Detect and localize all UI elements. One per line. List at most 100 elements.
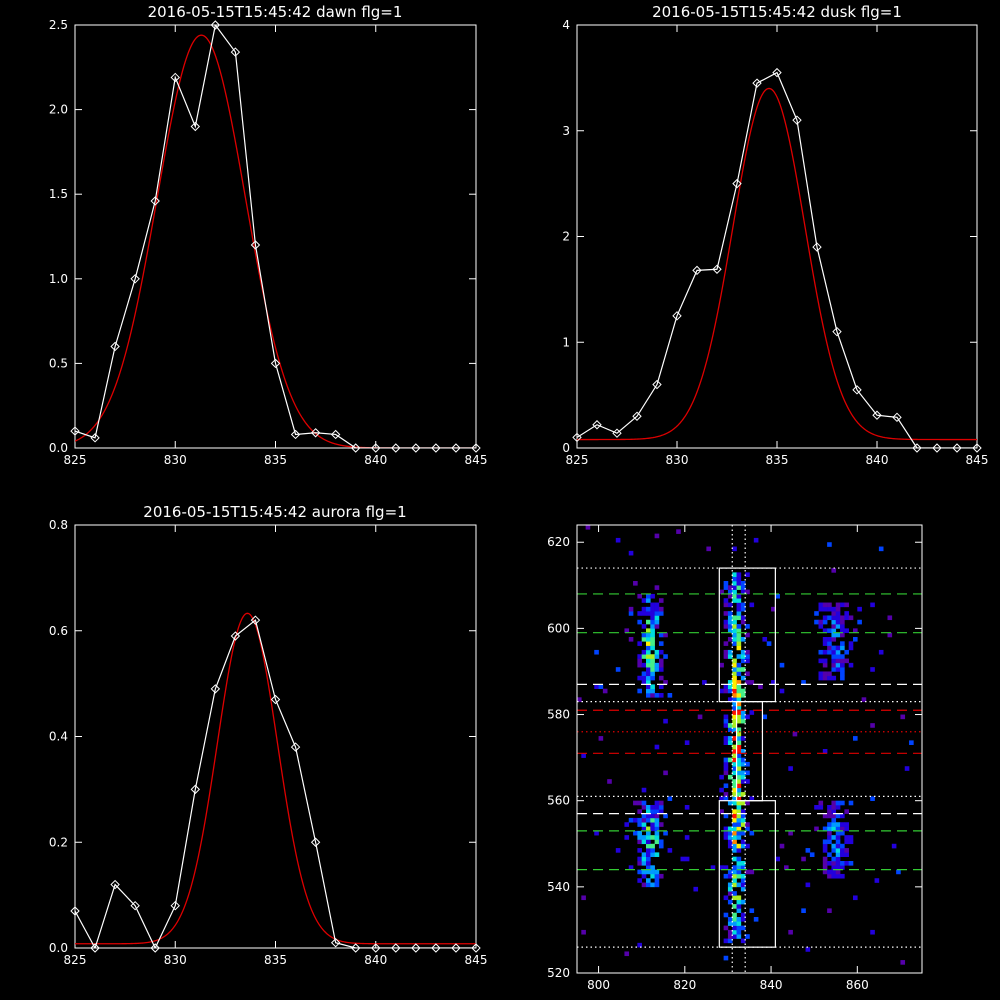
panel-spectral-image-pixel — [736, 572, 742, 577]
panel-spectral-image-pixel — [727, 934, 733, 939]
panel-spectral-image-pixel — [641, 826, 647, 832]
panel-spectral-image-pixel — [736, 904, 742, 909]
panel-spectral-image-pixel — [732, 929, 737, 935]
panel-spectral-image-pixel — [710, 865, 716, 870]
panel-spectral-image-pixel — [844, 852, 849, 857]
panel-spectral-image-pixel — [637, 654, 642, 659]
panel-spectral-image-pixel — [736, 779, 742, 784]
panel-spectral-image-pixel — [727, 615, 733, 621]
panel-spectral-image-pixel — [736, 736, 742, 741]
panel-spectral-image-pixel — [827, 813, 832, 819]
panel-spectral-image-pixel — [667, 693, 673, 698]
panel-spectral-image-pixel — [727, 800, 733, 806]
panel-spectral-image-pixel — [900, 960, 906, 965]
panel-dawn-data-point — [70, 426, 80, 436]
panel-spectral-image-pixel — [740, 658, 746, 664]
panel-spectral-image-pixel — [637, 830, 642, 836]
panel-spectral-image-pixel — [822, 861, 828, 866]
panel-spectral-image-pixel — [723, 598, 729, 603]
panel-spectral-image-pixel — [598, 684, 604, 689]
panel-spectral-image-pixel — [840, 615, 845, 621]
panel-spectral-image-pixel — [736, 882, 742, 888]
panel-spectral-image-pixel — [641, 813, 647, 819]
panel-dusk-data-point — [592, 420, 602, 430]
panel-spectral-image-pixel — [732, 637, 737, 642]
panel-aurora-data-point — [130, 900, 140, 911]
panel-spectral-image-pixel — [831, 645, 837, 651]
panel-spectral-image-pixel — [732, 693, 737, 698]
panel-spectral-image-pixel — [745, 822, 750, 827]
panel-spectral-image-pixel — [641, 637, 647, 642]
panel-spectral-image-pixel — [840, 848, 845, 853]
panel-spectral-image-pixel — [736, 749, 742, 754]
panel-spectral-image-pixel — [840, 624, 845, 629]
panel-spectral-image-pixel — [732, 891, 737, 896]
panel-spectral-image-pixel — [835, 822, 841, 827]
panel-spectral-image-pixel — [835, 654, 841, 659]
panel-dusk-data-point — [892, 412, 902, 423]
panel-spectral-image-pixel — [831, 628, 837, 633]
panel-spectral-image-pixel — [732, 744, 737, 750]
panel-spectral-image-pixel — [745, 869, 750, 875]
panel-spectral-image-pixel — [736, 624, 742, 629]
panel-spectral-image-pixel — [740, 710, 746, 715]
panel-spectral-image-pixel — [822, 641, 828, 646]
panel-spectral-image-pixel — [844, 839, 849, 845]
panel-spectral-image-pixel — [654, 817, 660, 823]
panel-spectral-image-pixel — [727, 740, 733, 745]
panel-spectral-image-pixel — [853, 895, 858, 901]
panel-spectral-image-pixel — [831, 675, 837, 681]
panel-spectral-image-pixel — [745, 761, 750, 767]
panel-spectral-image: 800 820 840 860 520 540 560 580 600 620 — [547, 524, 923, 992]
panel-dawn-data-point — [110, 341, 120, 352]
panel-spectral-image-pixel — [818, 671, 824, 677]
panel-spectral-image-pixel — [602, 688, 608, 694]
panel-spectral-image-pixel — [641, 822, 647, 827]
panel-spectral-image-pixel — [822, 826, 828, 832]
panel-spectral-image-pixel — [745, 654, 750, 659]
panel-spectral-image-pixel — [736, 925, 742, 931]
panel-spectral-image-pixel — [727, 680, 733, 685]
panel-spectral-image-pixel — [628, 817, 634, 823]
panel-spectral-image-pixel — [719, 809, 724, 814]
panel-spectral-image-pixel — [822, 649, 828, 655]
panel-spectral-image-pixel — [637, 942, 642, 948]
panel-spectral-image-pixel — [827, 830, 832, 836]
panel-spectral-image-pixel — [736, 873, 742, 879]
panel-spectral-image-pixel — [788, 766, 793, 771]
panel-spectral-image-pixel — [654, 869, 660, 875]
panel-spectral-image-pixel — [818, 619, 824, 625]
panel-spectral-image-pixel — [697, 714, 703, 720]
panel-spectral-image-pixel — [844, 809, 849, 814]
panel-spectral-image-pixel — [822, 865, 828, 870]
panel-spectral-image-pixel — [646, 611, 651, 616]
panel-spectral-image-pixel — [840, 843, 845, 849]
panel-spectral-image-pixel — [650, 671, 655, 677]
panel-spectral-image-pixel — [654, 826, 660, 832]
panel-spectral-image-pixel — [831, 606, 837, 612]
panel-spectral-image-pixel — [736, 667, 742, 672]
panel-spectral-image-pixel — [650, 619, 655, 625]
panel-spectral-image-pixel — [736, 856, 742, 862]
panel-spectral-image-pixel — [835, 800, 841, 806]
panel-spectral-image-pixel — [663, 680, 668, 685]
panel-spectral-image-pixel — [753, 537, 759, 543]
panel-spectral-image-pixel — [740, 615, 746, 621]
panel-spectral-image-pixel — [727, 899, 733, 905]
panel-spectral-image-pixel — [831, 873, 837, 879]
panel-spectral-image-ytick-label: 540 — [547, 880, 570, 894]
panel-spectral-image-pixel — [727, 723, 733, 728]
panel-spectral-image-pixel — [723, 938, 729, 944]
panel-spectral-image-pixel — [835, 856, 841, 862]
panel-spectral-image-pixel — [736, 835, 742, 840]
panel-spectral-image-pixel — [727, 624, 733, 629]
panel-spectral-image-pixel — [896, 869, 901, 875]
panel-spectral-image-pixel — [857, 606, 862, 612]
panel-spectral-image-pixel — [822, 843, 828, 849]
panel-spectral-image-pixel — [641, 835, 647, 840]
panel-spectral-image-pixel — [658, 873, 664, 879]
panel-spectral-image-pixel — [650, 641, 655, 646]
panel-spectral-image-pixel — [831, 856, 837, 862]
panel-spectral-image-pixel — [667, 796, 673, 801]
panel-spectral-image-pixel — [840, 826, 845, 832]
